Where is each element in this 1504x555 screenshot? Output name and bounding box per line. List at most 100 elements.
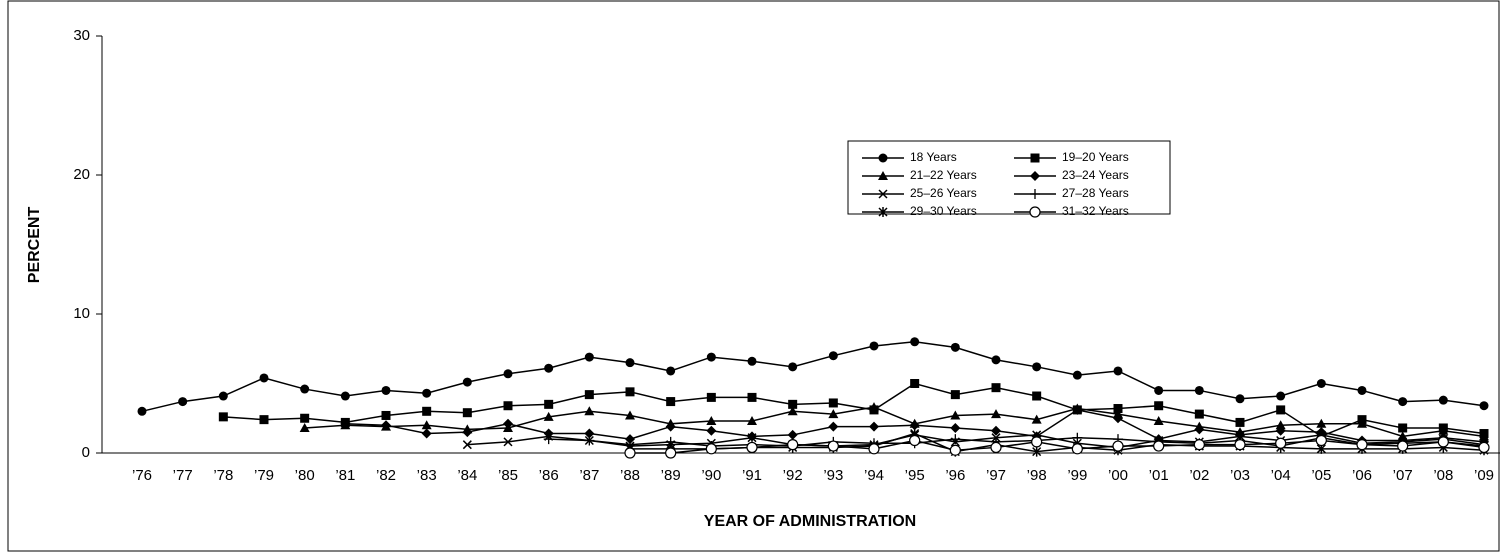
x-tick-label: ’08 xyxy=(1433,467,1453,484)
marker xyxy=(1357,385,1367,395)
marker xyxy=(1194,409,1204,419)
marker xyxy=(503,401,513,411)
marker xyxy=(1113,366,1123,376)
marker xyxy=(991,355,1001,365)
marker xyxy=(1235,417,1245,427)
series-line xyxy=(630,439,1485,454)
marker xyxy=(991,409,1001,419)
marker xyxy=(787,439,799,451)
marker xyxy=(1437,436,1449,448)
x-tick-label: ’94 xyxy=(864,467,884,484)
marker xyxy=(543,428,554,439)
marker xyxy=(1031,414,1042,424)
series-line xyxy=(223,382,1485,438)
x-tick-label: ’83 xyxy=(417,467,437,484)
series-line xyxy=(548,436,1485,447)
y-axis-title: PERCENT xyxy=(26,207,43,284)
x-tick-label: ’03 xyxy=(1230,467,1250,484)
series-line xyxy=(304,406,1485,438)
marker xyxy=(869,341,879,351)
marker xyxy=(868,443,880,455)
y-tick-label: 10 xyxy=(73,305,90,322)
legend xyxy=(847,140,1171,215)
legend-label: 25–26 Years xyxy=(910,186,977,200)
marker xyxy=(503,369,513,379)
x-tick-label: ’96 xyxy=(945,467,965,484)
marker xyxy=(381,385,391,395)
marker xyxy=(1398,423,1408,433)
marker xyxy=(1071,443,1083,455)
marker xyxy=(827,440,839,452)
x-tick-label: ’90 xyxy=(701,467,721,484)
marker xyxy=(1113,404,1123,414)
marker xyxy=(665,421,676,432)
marker xyxy=(1030,153,1040,163)
marker xyxy=(1397,440,1409,452)
marker xyxy=(1153,416,1164,426)
x-tick-label: ’81 xyxy=(335,467,355,484)
marker xyxy=(625,410,635,420)
marker xyxy=(625,387,635,397)
marker xyxy=(1357,418,1367,428)
x-tick-label: ’00 xyxy=(1108,467,1128,484)
marker xyxy=(828,421,839,432)
marker xyxy=(909,420,920,431)
marker xyxy=(1276,405,1286,415)
marker xyxy=(381,420,391,431)
marker xyxy=(421,420,432,430)
x-tick-label: ’82 xyxy=(376,467,396,484)
marker xyxy=(503,418,513,429)
x-tick-label: ’07 xyxy=(1393,467,1413,484)
x-tick-label: ’77 xyxy=(173,467,193,484)
x-tick-label: ’06 xyxy=(1352,467,1372,484)
x-tick-label: ’92 xyxy=(783,467,803,484)
marker xyxy=(706,392,716,402)
marker xyxy=(706,352,716,362)
marker xyxy=(950,422,961,433)
marker xyxy=(1276,391,1286,401)
marker xyxy=(543,411,554,421)
x-tick-label: ’05 xyxy=(1311,467,1331,484)
marker xyxy=(178,397,188,407)
marker xyxy=(1478,441,1490,454)
marker xyxy=(1154,385,1164,395)
marker xyxy=(1316,427,1327,438)
x-tick-label: ’02 xyxy=(1189,467,1209,484)
marker xyxy=(544,363,554,373)
marker xyxy=(991,383,1001,393)
marker xyxy=(706,416,717,426)
x-tick-label: ’78 xyxy=(213,467,233,484)
marker xyxy=(1275,437,1287,449)
marker xyxy=(869,402,879,412)
marker xyxy=(422,406,432,416)
marker xyxy=(878,207,888,217)
marker xyxy=(340,418,351,429)
marker xyxy=(1275,425,1286,436)
x-tick-label: ’98 xyxy=(1027,467,1047,484)
marker xyxy=(462,377,472,387)
marker xyxy=(910,337,920,347)
x-tick-label: ’93 xyxy=(823,467,843,484)
marker xyxy=(1438,425,1449,435)
y-tick-label: 20 xyxy=(73,166,90,183)
marker xyxy=(910,379,920,388)
marker xyxy=(1031,436,1043,448)
marker xyxy=(1072,370,1082,380)
x-tick-label: ’79 xyxy=(254,467,274,484)
marker xyxy=(950,390,960,400)
x-tick-label: ’89 xyxy=(661,467,681,484)
marker xyxy=(1316,418,1327,428)
marker xyxy=(1235,429,1245,440)
marker xyxy=(1153,440,1165,452)
x-tick-label: ’97 xyxy=(986,467,1006,484)
marker xyxy=(584,435,595,446)
marker xyxy=(1275,420,1286,430)
marker xyxy=(422,388,432,398)
marker xyxy=(584,428,595,439)
marker xyxy=(1438,395,1448,405)
marker xyxy=(462,427,473,438)
legend-label: 27–28 Years xyxy=(1062,186,1129,200)
marker xyxy=(747,431,757,442)
marker xyxy=(299,422,310,432)
marker xyxy=(705,443,717,455)
